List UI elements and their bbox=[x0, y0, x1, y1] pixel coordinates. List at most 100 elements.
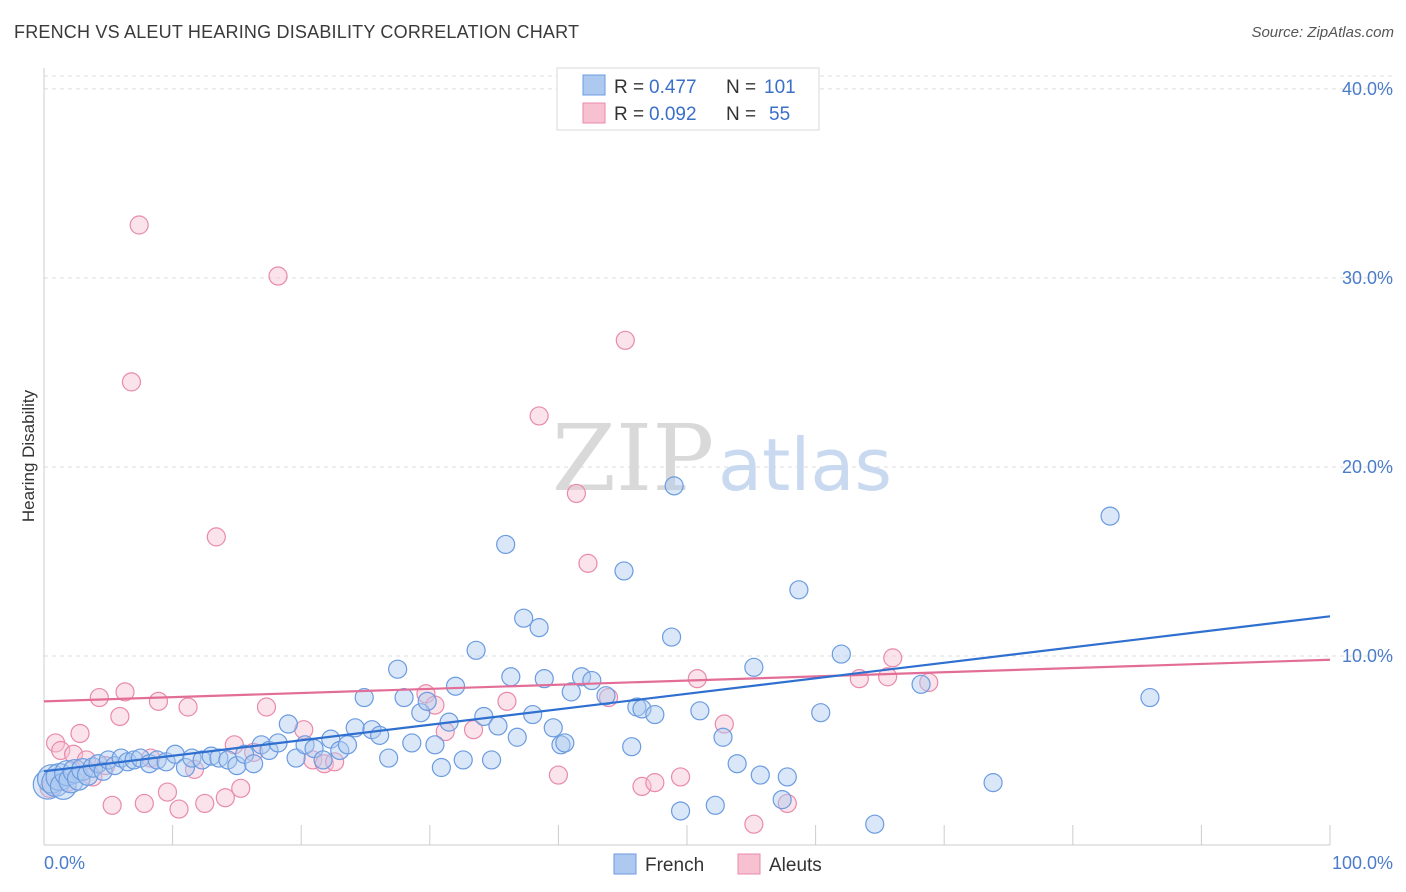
x-tick-label-min: 0.0% bbox=[44, 853, 85, 873]
x-tick-labels: 0.0% 100.0% bbox=[44, 853, 1393, 873]
french-point bbox=[1100, 506, 1120, 526]
french-point bbox=[727, 754, 747, 774]
series-legend: French Aleuts bbox=[613, 853, 822, 876]
legend-r-label-aleut: R = bbox=[614, 104, 644, 125]
y-tick-label: 20.0% bbox=[1342, 457, 1393, 477]
french-point bbox=[543, 718, 563, 738]
aleut-point bbox=[529, 406, 549, 426]
aleut-point bbox=[883, 648, 903, 668]
french-point bbox=[983, 773, 1003, 793]
legend-n-label-french: N = bbox=[726, 77, 756, 98]
aleut-point bbox=[110, 706, 130, 727]
aleut-point bbox=[51, 740, 71, 761]
legend-r-label-french: R = bbox=[614, 77, 644, 98]
trend-lines bbox=[43, 615, 1331, 773]
french-point bbox=[777, 767, 797, 787]
french-point bbox=[661, 627, 682, 647]
aleut-trend-line bbox=[43, 658, 1331, 703]
french-point bbox=[555, 733, 575, 753]
french-point bbox=[337, 735, 358, 755]
french-point bbox=[772, 790, 792, 810]
series-swatch-french bbox=[613, 853, 637, 875]
french-point bbox=[561, 682, 581, 702]
french-point bbox=[690, 701, 710, 721]
french-point bbox=[453, 750, 473, 770]
french-point bbox=[523, 704, 543, 725]
aleut-points bbox=[39, 215, 939, 834]
french-point bbox=[911, 674, 931, 694]
aleut-point bbox=[148, 691, 169, 711]
aleut-point bbox=[268, 266, 288, 286]
aleut-point bbox=[878, 667, 898, 687]
series-swatch-aleut bbox=[737, 853, 761, 875]
french-point bbox=[354, 687, 374, 708]
french-point bbox=[529, 618, 549, 638]
legend-n-label-aleut: N = bbox=[726, 104, 756, 125]
axes bbox=[43, 68, 1331, 846]
french-point bbox=[645, 704, 665, 725]
french-point bbox=[488, 716, 508, 736]
source-label: Source: ZipAtlas.com bbox=[1251, 24, 1394, 41]
watermark-zip: ZIP bbox=[552, 405, 714, 512]
aleut-point bbox=[70, 723, 90, 744]
legend-r-value-aleut: 0.092 bbox=[649, 104, 697, 125]
french-point bbox=[670, 801, 691, 821]
y-tick-label: 30.0% bbox=[1342, 268, 1393, 288]
series-label-french: French bbox=[645, 855, 704, 876]
aleut-point bbox=[102, 795, 122, 815]
french-point bbox=[286, 748, 306, 768]
french-point bbox=[388, 659, 408, 679]
y-axis-label: Hearing Disability bbox=[19, 389, 38, 522]
aleut-point bbox=[256, 697, 277, 717]
y-tick-label: 40.0% bbox=[1342, 79, 1393, 99]
chart-title: FRENCH VS ALEUT HEARING DISABILITY CORRE… bbox=[14, 22, 580, 42]
french-point bbox=[481, 750, 502, 770]
aleut-point bbox=[670, 767, 691, 787]
french-point bbox=[614, 561, 634, 581]
aleut-point bbox=[578, 553, 598, 573]
french-point bbox=[713, 727, 733, 747]
aleut-point bbox=[548, 765, 569, 785]
aleut-point bbox=[195, 793, 215, 814]
y-tick-label: 10.0% bbox=[1342, 646, 1393, 666]
series-label-aleut: Aleuts bbox=[769, 855, 822, 876]
aleut-point bbox=[777, 793, 797, 814]
aleut-point bbox=[231, 778, 251, 798]
french-point bbox=[425, 735, 445, 755]
aleut-point bbox=[645, 773, 665, 793]
aleut-point bbox=[121, 372, 142, 392]
french-point bbox=[664, 476, 684, 496]
french-point bbox=[402, 733, 422, 753]
french-point bbox=[227, 756, 247, 776]
legend-n-value-french: 101 bbox=[764, 77, 796, 98]
legend-n-value-aleut: 55 bbox=[769, 104, 790, 125]
french-trend-line bbox=[43, 615, 1331, 773]
legend-swatch-french bbox=[582, 74, 606, 96]
french-point bbox=[507, 727, 527, 747]
aleut-point bbox=[497, 691, 517, 711]
aleut-point bbox=[215, 788, 235, 808]
stats-legend: R = 0.477 N = 101 R = 0.092 N = 55 bbox=[556, 67, 820, 131]
french-points bbox=[32, 476, 1160, 834]
french-point bbox=[865, 814, 885, 834]
watermark: ZIP atlas bbox=[552, 405, 892, 512]
watermark-atlas: atlas bbox=[718, 423, 892, 507]
french-point bbox=[417, 691, 437, 711]
french-point bbox=[514, 608, 534, 628]
french-point bbox=[501, 667, 521, 687]
french-point bbox=[705, 795, 725, 815]
aleut-point bbox=[115, 682, 135, 702]
french-point bbox=[622, 737, 642, 757]
aleut-point bbox=[687, 669, 707, 689]
aleut-point bbox=[134, 793, 154, 814]
french-point bbox=[1140, 687, 1160, 708]
x-tick-label-max: 100.0% bbox=[1332, 853, 1393, 873]
aleut-point bbox=[89, 687, 109, 708]
legend-swatch-aleut bbox=[582, 102, 606, 124]
french-point bbox=[93, 761, 113, 781]
aleut-point bbox=[129, 215, 149, 235]
french-point bbox=[571, 667, 592, 687]
grid bbox=[44, 75, 1392, 657]
french-point bbox=[811, 703, 831, 723]
